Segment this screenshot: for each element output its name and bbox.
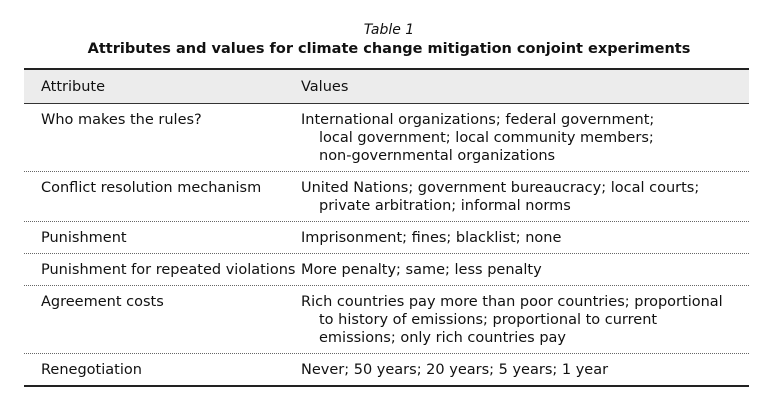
value-line: Never; 50 years; 20 years; 5 years; 1 ye… [301, 362, 609, 378]
table-caption-title: Attributes and values for climate change… [87, 41, 691, 57]
value-line: non-governmental organizations [319, 148, 556, 164]
attribute-cell: Punishment for repeated violations [41, 262, 296, 278]
attributes-table: Attribute Values Who makes the rules? In… [24, 68, 749, 387]
table-header-row: Attribute Values [24, 70, 749, 104]
header-attribute: Attribute [41, 78, 106, 95]
attribute-cell: Who makes the rules? [41, 112, 202, 128]
value-line: to history of emissions; proportional to… [319, 312, 658, 328]
table-row: Agreement costs Rich countries pay more … [24, 286, 749, 354]
values-cell: Rich countries pay more than poor countr… [301, 286, 749, 353]
value-line: emissions; only rich countries pay [319, 330, 567, 346]
value-line: More penalty; same; less penalty [301, 262, 542, 278]
value-line: Imprisonment; fines; blacklist; none [301, 230, 562, 246]
table-row: Who makes the rules? International organ… [24, 104, 749, 172]
value-line: United Nations; government bureaucracy; … [301, 180, 700, 196]
attribute-cell: Punishment [41, 230, 127, 246]
values-cell: International organizations; federal gov… [301, 104, 749, 171]
value-line: International organizations; federal gov… [301, 112, 655, 128]
attribute-cell: Renegotiation [41, 362, 142, 378]
values-cell: More penalty; same; less penalty [301, 254, 749, 285]
values-cell: United Nations; government bureaucracy; … [301, 172, 749, 221]
table-row: Punishment Imprisonment; fines; blacklis… [24, 222, 749, 254]
table-row: Renegotiation Never; 50 years; 20 years;… [24, 354, 749, 385]
attribute-cell: Conflict resolution mechanism [41, 180, 262, 196]
table-caption-label: Table 1 [363, 22, 415, 38]
value-line: private arbitration; informal norms [319, 198, 571, 214]
value-line: local government; local community member… [319, 130, 654, 146]
table-row: Conflict resolution mechanism United Nat… [24, 172, 749, 222]
header-values: Values [301, 78, 349, 95]
values-cell: Imprisonment; fines; blacklist; none [301, 222, 749, 253]
attribute-cell: Agreement costs [41, 294, 164, 310]
value-line: Rich countries pay more than poor countr… [301, 294, 723, 310]
values-cell: Never; 50 years; 20 years; 5 years; 1 ye… [301, 354, 749, 385]
table-row: Punishment for repeated violations More … [24, 254, 749, 286]
